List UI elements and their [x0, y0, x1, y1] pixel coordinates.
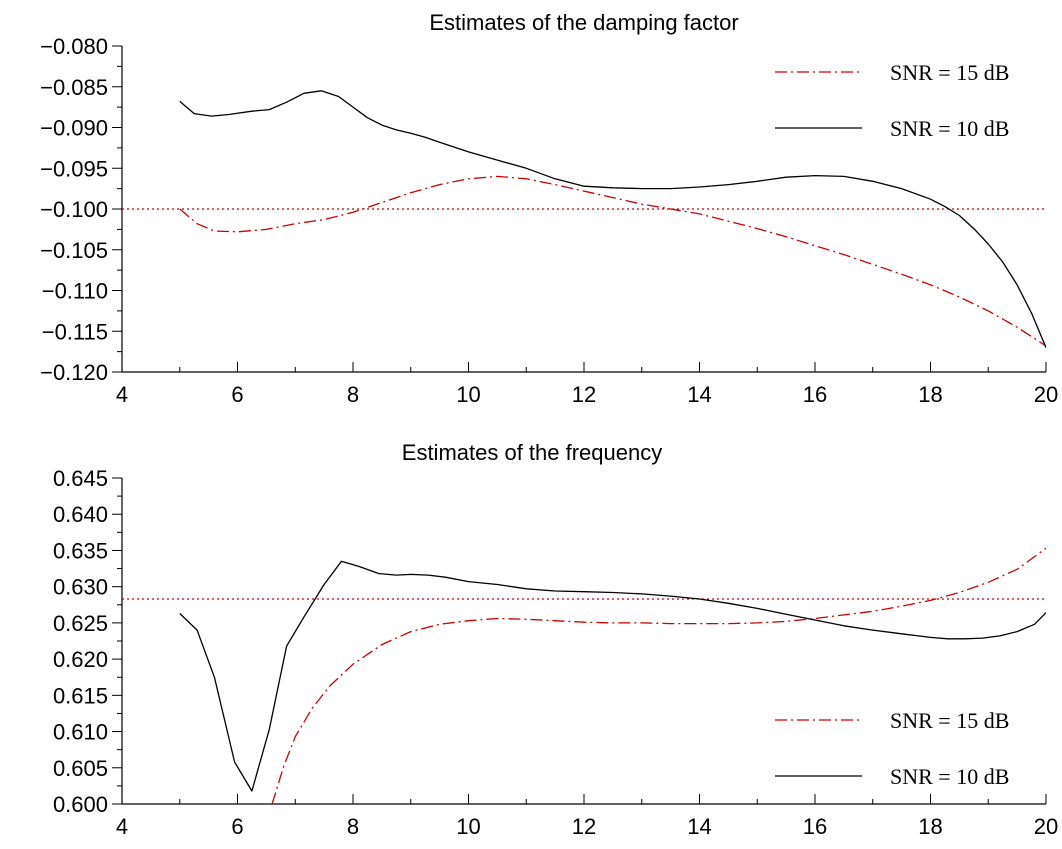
- x-tick-label: 6: [231, 382, 243, 407]
- x-tick-label: 10: [456, 382, 480, 407]
- series-line-snr10: [179, 560, 1046, 792]
- y-tick-label: −0.105: [40, 238, 108, 263]
- y-tick-label: −0.110: [42, 279, 108, 304]
- x-tick-label: 16: [803, 382, 827, 407]
- chart-title: Estimates of the damping factor: [429, 10, 738, 35]
- y-tick-label: −0.085: [40, 75, 108, 100]
- legend-label-snr15: SNR = 15 dB: [890, 60, 1009, 85]
- y-tick-label: 0.645: [53, 466, 108, 491]
- y-tick-label: 0.625: [53, 611, 108, 636]
- y-tick-label: −0.115: [42, 319, 108, 344]
- ticks: 4 6 8 10 12 14 16 18 20 0.600 0.605 0.610 0.615 0.620…: [53, 466, 1058, 839]
- y-tick-label: 0.640: [53, 502, 108, 527]
- axes: [121, 478, 1046, 805]
- x-tick-label: 20: [1034, 814, 1058, 839]
- x-tick-label: 18: [918, 382, 942, 407]
- ticks: 4 6 8 10 12 14 16 18 20 −0.120 −0.115 −0.110 −0.105 −…: [40, 34, 1058, 407]
- y-tick-label: 0.635: [53, 538, 108, 563]
- y-tick-label: −0.095: [40, 156, 108, 181]
- y-tick-label: −0.100: [40, 197, 108, 222]
- chart-title: Estimates of the frequency: [402, 440, 662, 465]
- x-tick-label: 12: [572, 814, 596, 839]
- legend-label-snr10: SNR = 10 dB: [890, 116, 1009, 141]
- x-tick-label: 4: [116, 382, 128, 407]
- legend-label-snr15: SNR = 15 dB: [890, 708, 1009, 733]
- y-tick-label: −0.090: [40, 116, 108, 141]
- legend-label-snr10: SNR = 10 dB: [890, 764, 1009, 789]
- y-tick-label: 0.615: [53, 683, 108, 708]
- x-tick-label: 14: [687, 814, 711, 839]
- legend: SNR = 15 dB SNR = 10 dB: [775, 708, 1009, 789]
- x-tick-label: 12: [572, 382, 596, 407]
- damping-factor-chart: Estimates of the damping factor 4 6 8 10 12 1…: [40, 10, 1058, 407]
- y-tick-label: −0.080: [40, 34, 108, 59]
- y-tick-label: −0.120: [40, 360, 108, 385]
- x-tick-label: 10: [456, 814, 480, 839]
- x-tick-label: 20: [1034, 382, 1058, 407]
- series-line-snr15: [271, 547, 1046, 804]
- plot-area: [122, 547, 1046, 804]
- frequency-chart: Estimates of the frequency 4 6 8 10 12 14 16 18…: [53, 440, 1058, 839]
- y-tick-label: 0.620: [53, 647, 108, 672]
- series-line-snr15: [179, 175, 1046, 347]
- x-tick-label: 14: [687, 382, 711, 407]
- y-tick-label: 0.605: [53, 756, 108, 781]
- x-tick-label: 16: [803, 814, 827, 839]
- series-line-snr10: [179, 90, 1046, 348]
- x-tick-label: 8: [347, 814, 359, 839]
- x-tick-label: 18: [918, 814, 942, 839]
- legend: SNR = 15 dB SNR = 10 dB: [775, 60, 1009, 141]
- y-tick-label: 0.600: [53, 792, 108, 817]
- y-tick-label: 0.630: [53, 575, 108, 600]
- x-tick-label: 6: [231, 814, 243, 839]
- x-tick-label: 4: [116, 814, 128, 839]
- y-tick-label: 0.610: [53, 720, 108, 745]
- plot-area: [122, 90, 1046, 348]
- x-tick-label: 8: [347, 382, 359, 407]
